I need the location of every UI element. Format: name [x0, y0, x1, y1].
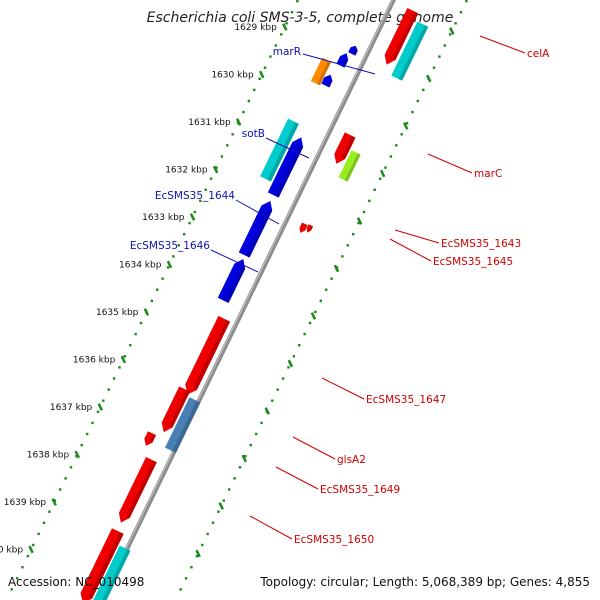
- marC-arrow: [334, 132, 356, 164]
- kbp-tick-label: 1636 kbp: [73, 356, 116, 366]
- EcSMS35_1650-feature-cyan: [93, 545, 131, 600]
- svg-text:glsA2: glsA2: [337, 454, 366, 466]
- EcSMS35_1649-arrow: [118, 456, 157, 523]
- kbp-tick: [212, 165, 219, 174]
- svg-text:celA: celA: [527, 48, 550, 60]
- glsA2-arrow-b: [144, 431, 157, 446]
- kbp-tick: [143, 308, 150, 316]
- kbp-tick: [97, 403, 103, 411]
- map-title: Escherichia coli SMS-3-5, complete genom…: [146, 10, 454, 26]
- EcSMS35_1646-arrow: [238, 200, 273, 258]
- label-celA: celA: [479, 35, 550, 60]
- marR-arrow: [321, 74, 333, 88]
- svg-text:EcSMS35_1650: EcSMS35_1650: [294, 534, 374, 546]
- kbp-tick-right: [287, 359, 294, 368]
- backbone-line: [99, 0, 397, 600]
- kbp-tick-label: 1637 kbp: [50, 403, 93, 413]
- kbp-tick: [120, 355, 127, 364]
- marC-feature-lime: [338, 150, 361, 182]
- sotB-feature-cyan: [260, 118, 299, 182]
- forward-gene-arrow: [217, 259, 246, 304]
- kbp-tick-label: 1631 kbp: [188, 118, 231, 128]
- kbp-tick-label: 1634 kbp: [119, 261, 162, 271]
- label-marR: marR: [273, 46, 376, 75]
- kbp-tick-right: [356, 217, 363, 225]
- EcSMS35_1643-arrow: [299, 222, 308, 233]
- kbp-tick-right: [218, 502, 224, 510]
- gene-labels: marR sotB EcSMS35_1644 EcSMS35_1646 celA marC…: [130, 35, 550, 546]
- kbp-tick: [189, 213, 196, 221]
- svg-text:EcSMS35_1644: EcSMS35_1644: [155, 190, 235, 202]
- kbp-tick-label: 1633 kbp: [142, 213, 185, 223]
- kbp-tick-right: [379, 169, 386, 178]
- label-EcSMS35_1650: EcSMS35_1650: [249, 515, 374, 546]
- kbp-tick-right: [426, 74, 432, 83]
- kbp-tick-right: [333, 264, 340, 273]
- kbp-tick: [28, 545, 34, 554]
- label-EcSMS35_1646: EcSMS35_1646: [130, 240, 259, 273]
- label-sotB: sotB: [242, 128, 310, 159]
- svg-text:marC: marC: [474, 168, 502, 180]
- kbp-tick-label: 1632 kbp: [165, 166, 208, 176]
- kbp-tick-label: 1638 kbp: [27, 451, 70, 461]
- kbp-tick: [166, 260, 173, 269]
- glsA2-feature-steel: [165, 397, 201, 453]
- svg-text:EcSMS35_1643: EcSMS35_1643: [441, 238, 521, 250]
- topology-summary: Topology: circular; Length: 5,068,389 bp…: [260, 575, 590, 589]
- EcSMS35_1645-arrow: [306, 224, 314, 233]
- label-glsA2: glsA2: [292, 436, 366, 466]
- kbp-tick-label: 1640 kbp: [0, 546, 23, 556]
- label-marC: marC: [427, 153, 502, 180]
- marR-arrow-c: [348, 45, 358, 56]
- kbp-scale: 1629 kbp 1630 kbp 1631 kbp 1632 kbp 1633 kbp…: [0, 0, 468, 591]
- kbp-tick-right: [264, 407, 271, 415]
- kbp-tick: [235, 118, 242, 126]
- genome-backbone: [99, 0, 397, 600]
- marR-feature-orange: [310, 57, 332, 86]
- EcSMS35_1647-arrow: [185, 315, 231, 395]
- label-EcSMS35_1647: EcSMS35_1647: [321, 377, 446, 406]
- celA-arrow: [384, 8, 419, 65]
- kbp-tick-right: [310, 312, 317, 320]
- kbp-tick-right: [195, 549, 201, 558]
- kbp-tick-label: 1635 kbp: [96, 308, 139, 318]
- svg-text:EcSMS35_1649: EcSMS35_1649: [320, 484, 400, 496]
- kbp-tick: [282, 23, 288, 31]
- svg-text:EcSMS35_1645: EcSMS35_1645: [433, 256, 513, 268]
- EcSMS35_1650-arrow: [80, 528, 124, 600]
- kbp-tick-right: [449, 27, 455, 35]
- label-EcSMS35_1649: EcSMS35_1649: [275, 466, 400, 496]
- kbp-tick: [74, 450, 80, 459]
- kbp-tick-label: 1629 kbp: [234, 23, 277, 33]
- celA-feature-cyan: [391, 21, 429, 81]
- kbp-tick-right: [241, 454, 247, 463]
- kbp-tick: [259, 70, 265, 79]
- marR-arrow-b: [336, 53, 349, 68]
- accession-text: Accession: NC_010498: [8, 575, 145, 589]
- svg-text:marR: marR: [273, 46, 301, 58]
- gene-features: [80, 8, 429, 600]
- kbp-tick-right: [402, 122, 409, 130]
- svg-text:sotB: sotB: [242, 128, 265, 140]
- right-scale-dots: [179, 0, 468, 591]
- label-EcSMS35_1645: EcSMS35_1645: [389, 238, 513, 268]
- EcSMS35_1644-arrow: [267, 137, 304, 198]
- svg-text:EcSMS35_1646: EcSMS35_1646: [130, 240, 210, 252]
- label-EcSMS35_1643: EcSMS35_1643: [394, 229, 521, 250]
- svg-text:EcSMS35_1647: EcSMS35_1647: [366, 394, 446, 406]
- kbp-tick-label: 1639 kbp: [4, 498, 47, 508]
- kbp-tick-label: 1630 kbp: [211, 71, 254, 81]
- glsA2-arrow-a: [161, 386, 191, 433]
- label-EcSMS35_1644: EcSMS35_1644: [155, 190, 280, 225]
- kbp-tick: [51, 498, 57, 506]
